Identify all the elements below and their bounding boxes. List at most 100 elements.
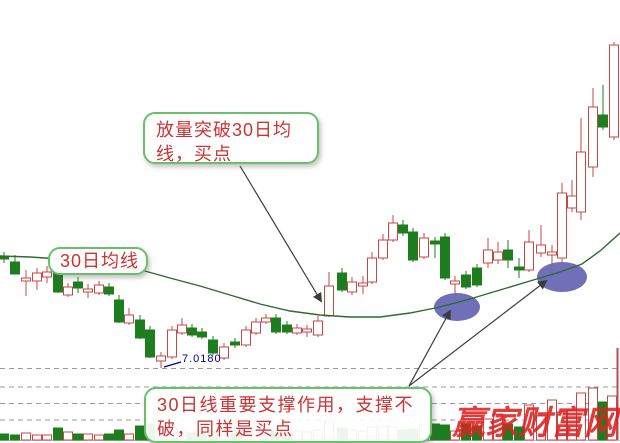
candle-body — [493, 251, 503, 261]
candle — [63, 283, 73, 297]
candle-body — [167, 329, 177, 358]
volume-bar — [114, 429, 124, 441]
candle-body — [208, 339, 218, 354]
candle-body — [567, 195, 577, 209]
candle — [32, 268, 42, 290]
volume-bar — [524, 404, 534, 441]
candle — [251, 318, 261, 335]
candle — [388, 215, 398, 242]
candle — [282, 321, 292, 334]
candle — [419, 233, 429, 259]
candle — [94, 281, 104, 295]
candle-body — [503, 249, 513, 261]
candle-body — [472, 267, 482, 286]
candle — [10, 255, 20, 275]
volume-bar — [536, 415, 546, 441]
candle-body — [104, 286, 114, 295]
candle — [197, 328, 207, 339]
candle — [324, 272, 334, 317]
candle-body — [197, 331, 207, 338]
candle — [241, 326, 251, 347]
volume-bar — [63, 431, 73, 441]
candle — [135, 315, 145, 339]
candle — [609, 42, 619, 140]
volume-bar — [53, 427, 63, 441]
candle-body — [53, 271, 63, 293]
candle — [483, 238, 493, 268]
volume-bar — [547, 399, 557, 441]
candle-body — [536, 244, 546, 254]
candle-body — [135, 319, 145, 339]
candle — [408, 228, 418, 262]
support-annotation-text: 30日线重要支撑作用，支撑不破，同样是买点 — [157, 395, 415, 439]
annotation-arrow — [239, 165, 322, 303]
volume-bar — [588, 387, 598, 441]
candle — [398, 220, 408, 236]
candle — [145, 326, 155, 358]
volume-bar — [493, 413, 503, 441]
support-annotation-box: 30日线重要支撑作用，支撑不破，同样是买点 — [144, 387, 432, 443]
candle-body — [337, 272, 347, 291]
candle — [347, 277, 357, 295]
candle — [230, 338, 240, 348]
volume-bar — [557, 411, 567, 441]
volume-bar — [461, 423, 471, 441]
candle-body — [292, 327, 302, 334]
candle — [524, 230, 534, 272]
candle-body — [557, 192, 567, 259]
candle — [42, 266, 52, 283]
candle-body — [461, 274, 471, 288]
candle — [358, 276, 368, 294]
volume-bar — [576, 392, 586, 441]
candle — [219, 343, 229, 360]
candle-body — [83, 288, 93, 293]
annotation-arrow — [408, 279, 548, 387]
candle-body — [313, 320, 323, 336]
candle-body — [324, 285, 334, 317]
candle-body — [114, 299, 124, 323]
candle — [567, 180, 577, 212]
candle — [114, 295, 124, 323]
candle-body — [347, 281, 357, 293]
candle — [292, 324, 302, 335]
candle-body — [378, 239, 388, 259]
volume-bar — [94, 434, 104, 441]
volume-bar — [514, 426, 524, 441]
volume-bar — [104, 433, 114, 441]
watermark: 赢家财富网 — [452, 404, 617, 441]
candle-body — [514, 266, 524, 271]
candle-body — [251, 321, 261, 334]
candle-body — [230, 341, 240, 346]
volume-bar — [32, 434, 42, 441]
candle-body — [440, 236, 450, 279]
candle-body — [408, 231, 418, 261]
candle — [177, 318, 187, 335]
volume-bar — [0, 433, 9, 441]
volume-bar — [450, 430, 460, 441]
annotation-arrow — [408, 309, 451, 387]
candle-body — [187, 327, 197, 336]
candle — [271, 314, 281, 334]
candle-body — [609, 44, 619, 138]
volume-bar — [83, 433, 93, 441]
breakout-annotation-box: 放量突破30日均线，买点 — [143, 112, 319, 164]
candle — [313, 316, 323, 337]
candle — [514, 258, 524, 278]
candle-body — [483, 249, 493, 264]
candle-body — [124, 314, 134, 324]
candle-body — [576, 151, 586, 213]
candle-body — [10, 261, 20, 275]
candle-body — [32, 272, 42, 282]
candle — [187, 324, 197, 337]
candle — [557, 183, 567, 262]
candle-body — [282, 324, 292, 333]
candle-body — [271, 317, 281, 333]
candle-body — [302, 328, 312, 333]
candle — [167, 326, 177, 359]
candle-body — [524, 241, 534, 271]
candle-body — [367, 257, 377, 283]
candle — [472, 264, 482, 287]
candle — [598, 85, 608, 130]
